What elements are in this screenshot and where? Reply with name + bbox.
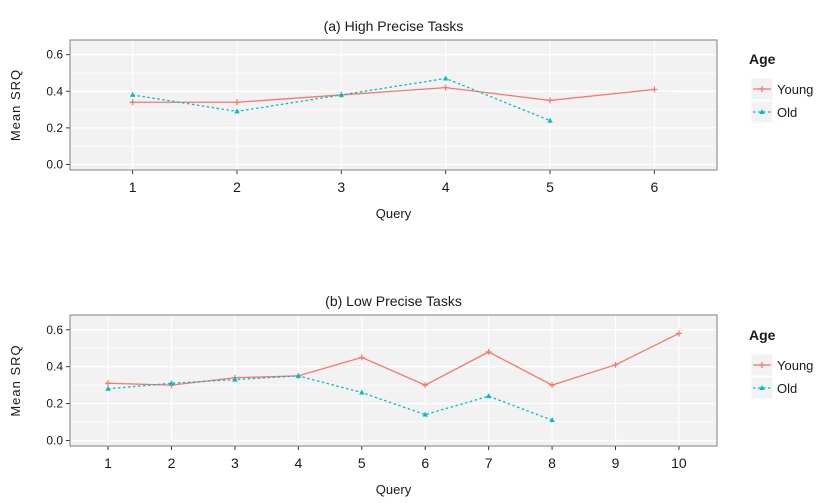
plot-border	[69, 314, 718, 447]
data-point-young	[612, 361, 619, 368]
legend-label-old: Old	[777, 381, 797, 396]
data-point-young	[105, 380, 112, 387]
y-axis-label: Mean SRQ	[8, 69, 23, 141]
x-tick-label: 6	[650, 179, 658, 195]
data-point-young	[442, 84, 449, 91]
legend-title: Age	[749, 327, 776, 343]
data-point-young	[422, 382, 429, 389]
legend-label-young: Young	[777, 82, 813, 97]
data-point-old	[295, 372, 302, 378]
data-point-young	[549, 382, 556, 389]
chart-title: (a) High Precise Tasks	[324, 18, 464, 34]
x-tick-label: 5	[358, 455, 366, 471]
data-point-old	[549, 417, 555, 423]
data-point-young	[651, 86, 658, 93]
x-tick-label: 6	[421, 455, 429, 471]
x-tick-label: 7	[485, 455, 493, 471]
y-tick-label: 0.4	[46, 360, 63, 374]
x-tick-label: 3	[231, 455, 239, 471]
x-tick-label: 1	[129, 179, 137, 195]
data-point-old	[105, 385, 111, 391]
x-tick-label: 2	[233, 179, 241, 195]
x-tick-label: 1	[104, 455, 112, 471]
chart-title: (b) Low Precise Tasks	[325, 293, 462, 309]
legend-key-marker	[759, 362, 765, 368]
legend-title: Age	[749, 51, 776, 67]
y-tick-label: 0.2	[46, 121, 63, 135]
y-tick-label: 0.0	[46, 158, 63, 172]
plot-background	[70, 40, 717, 170]
data-point-old	[168, 380, 175, 386]
x-tick-label: 5	[546, 179, 554, 195]
x-tick-label: 8	[548, 455, 556, 471]
x-tick-label: 4	[442, 179, 450, 195]
legend-key-marker	[759, 86, 765, 92]
chart-panel-2: 0.0 0.2 0.4 0.6 1 2 3 4 5 6 7 8 9 10 (b) Low Precise T…	[8, 293, 813, 497]
y-tick-label: 0.0	[46, 433, 63, 447]
x-tick-label: 10	[671, 455, 687, 471]
x-tick-label: 9	[612, 455, 620, 471]
x-tick-label: 3	[337, 179, 345, 195]
data-point-old	[359, 389, 365, 395]
legend-key-marker	[759, 109, 765, 114]
data-point-young	[547, 97, 554, 104]
plot-background	[70, 315, 717, 446]
y-tick-label: 0.2	[46, 397, 63, 411]
data-point-old	[232, 376, 238, 382]
x-axis-label: Query	[376, 206, 412, 221]
data-point-old	[234, 108, 240, 114]
x-axis-label: Query	[376, 482, 412, 497]
series-line-young	[132, 86, 655, 103]
data-point-young	[675, 330, 682, 337]
data-point-old	[422, 411, 428, 417]
data-point-old	[547, 117, 553, 123]
data-point-young	[233, 99, 240, 106]
data-point-young	[129, 99, 136, 106]
plot-border	[69, 39, 718, 171]
data-point-old	[485, 393, 492, 399]
x-tick-label: 4	[294, 455, 302, 471]
chart-panel-1: 0.0 0.2 0.4 0.6 1 2 3 4 5 6 (a) High Precise Tasks…	[8, 18, 813, 221]
y-tick-label: 0.6	[46, 48, 63, 62]
legend-label-old: Old	[777, 105, 797, 120]
data-point-old	[129, 91, 136, 97]
legend-key-marker	[759, 385, 765, 390]
data-point-young	[485, 348, 492, 355]
y-axis-label: Mean SRQ	[8, 344, 23, 416]
x-tick-label: 2	[168, 455, 176, 471]
data-point-young	[358, 354, 365, 361]
data-point-old	[338, 91, 345, 97]
y-tick-label: 0.6	[46, 323, 63, 337]
data-point-old	[442, 75, 449, 81]
y-tick-label: 0.4	[46, 84, 63, 98]
legend-label-young: Young	[777, 358, 813, 373]
